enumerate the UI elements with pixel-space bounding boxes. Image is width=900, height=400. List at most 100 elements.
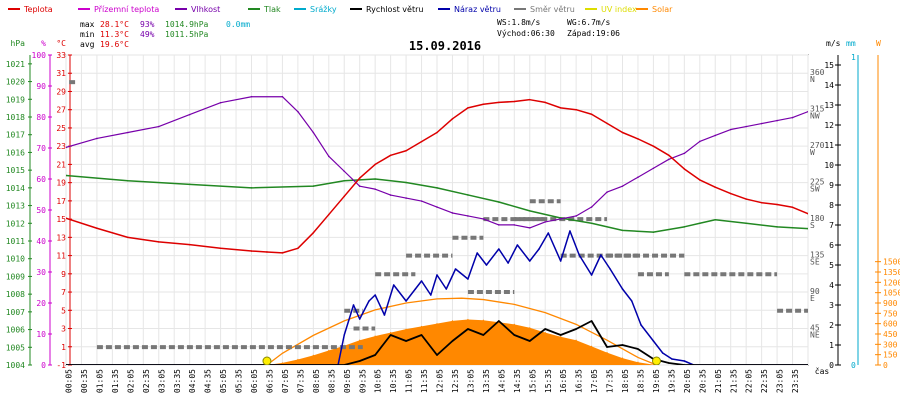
solar-point [513, 323, 515, 325]
temperature-point [513, 100, 516, 103]
temperature-point [776, 203, 778, 206]
x-tick-label: 02:05 [126, 369, 135, 393]
solar-point [637, 361, 639, 363]
axis-wm2-label: 300 [883, 340, 898, 349]
axis-percent-label: 90 [36, 82, 46, 91]
axis-direction-label: NW [810, 112, 820, 121]
chart-title: 15.09.2016 [409, 39, 481, 53]
wind-gust-point [352, 304, 355, 306]
axis-wm2-label: 750 [883, 309, 898, 318]
axis-hpa-label: 1004 [6, 361, 25, 370]
wind-gust-point [528, 260, 531, 262]
humidity-point [96, 137, 98, 140]
x-tick-label: 09:05 [343, 369, 352, 393]
wind-speed-point [436, 354, 438, 356]
legend-label: Srážky [310, 5, 337, 14]
wind-speed-point [606, 346, 608, 348]
x-tick-label: 20:35 [698, 369, 707, 393]
axis-direction-label: SW [810, 185, 820, 194]
wind-speed-point [374, 354, 376, 356]
x-tick-label: 16:05 [559, 369, 568, 393]
x-tick-label: 13:05 [466, 369, 475, 393]
x-tick-label: 00:35 [80, 369, 89, 393]
axis-hpa-label: 1019 [6, 95, 25, 104]
axis-direction-label: 315 [810, 105, 825, 114]
temperature-point [498, 101, 500, 104]
humidity-point [297, 110, 299, 113]
stats-max-label: max [80, 20, 95, 29]
x-tick-label: 19:35 [667, 369, 676, 393]
axis-mm-unit: mm [846, 39, 856, 48]
humidity-point [807, 110, 808, 113]
legend: Teplota Přízemní teplota Vlhkost Tlak Srážky… [8, 5, 673, 14]
axis-celsius-label: 7 [61, 288, 66, 297]
x-tick-label: 10:05 [374, 369, 383, 393]
temperature-point [482, 103, 485, 106]
temperature-point [96, 227, 98, 230]
axis-hpa-label: 1021 [6, 60, 25, 69]
axis-hpa-label: 1013 [6, 202, 25, 211]
axis-ms-label: 15 [824, 61, 834, 70]
x-tick-label: 23:35 [791, 369, 800, 393]
temperature-point [745, 198, 747, 200]
solar-area [266, 319, 657, 365]
wind-gust-point [430, 294, 432, 296]
pressure-point [776, 226, 778, 228]
wind-gust-point [661, 352, 664, 354]
wind-gust-point [538, 248, 540, 250]
wind-speed-point [467, 328, 469, 330]
axis-hpa-label: 1007 [6, 308, 25, 317]
temperature-point [467, 107, 469, 109]
temperature-point [188, 243, 191, 246]
legend-label: UV index [601, 5, 637, 14]
axis-ms-label: 7 [829, 221, 834, 230]
uv-marker [652, 356, 662, 365]
axis-direction-label: S [810, 221, 815, 230]
legend-label: Vlhkost [191, 5, 220, 14]
wind-speed-point [451, 340, 454, 342]
legend-label: Rychlost větru [366, 5, 423, 14]
humidity-point [528, 227, 531, 229]
humidity-point [575, 215, 577, 217]
x-tick-label: 23:05 [776, 369, 785, 393]
axis-hpa-label: 1020 [6, 78, 25, 87]
wind-gust-point [343, 334, 346, 336]
temperature-point [343, 195, 346, 198]
x-tick-label: 22:35 [760, 369, 769, 393]
x-tick-label: 06:05 [250, 369, 259, 393]
legend-label: Směr větru [530, 5, 575, 14]
axis-percent-label: 70 [36, 144, 46, 153]
axis-mm-label: 1 [851, 53, 856, 62]
legend-label: Přízemní teplota [94, 5, 159, 14]
wind-gust-point [368, 300, 370, 302]
stats-min-hum: 49% [140, 30, 155, 39]
axis-celsius-label: 17 [56, 197, 66, 206]
axis-percent-label: 100 [32, 51, 47, 60]
x-tick-label: 14:35 [513, 369, 522, 393]
humidity-point [776, 119, 778, 122]
humidity-point [791, 116, 794, 119]
axis-hpa-unit: hPa [11, 39, 26, 48]
axis-hpa-label: 1012 [6, 219, 25, 228]
axis-celsius-label: 19 [56, 179, 66, 188]
pressure-point [127, 179, 129, 182]
x-tick-label: 08:35 [327, 369, 336, 393]
x-tick-label: 13:35 [482, 369, 491, 393]
temperature-point [327, 213, 330, 216]
x-tick-label: 21:05 [714, 369, 723, 393]
temperature-point [420, 140, 423, 143]
wind-speed-point [807, 364, 808, 365]
humidity-point [389, 194, 392, 196]
axis-hpa-label: 1017 [6, 131, 25, 140]
temperature-point [389, 154, 392, 157]
x-tick-label: 19:05 [652, 369, 661, 393]
temperature-point [668, 154, 670, 157]
axis-mm-label: 0 [851, 361, 856, 370]
wind-gust-point [652, 340, 655, 342]
axis-direction-label: 180 [810, 214, 825, 223]
axis-wm2-label: 900 [883, 299, 898, 308]
axis-celsius-label: 5 [61, 306, 66, 315]
axis-celsius-label: 1 [61, 343, 66, 352]
axis-celsius-label: 33 [56, 51, 66, 60]
axis-wm2-label: 600 [883, 320, 898, 329]
